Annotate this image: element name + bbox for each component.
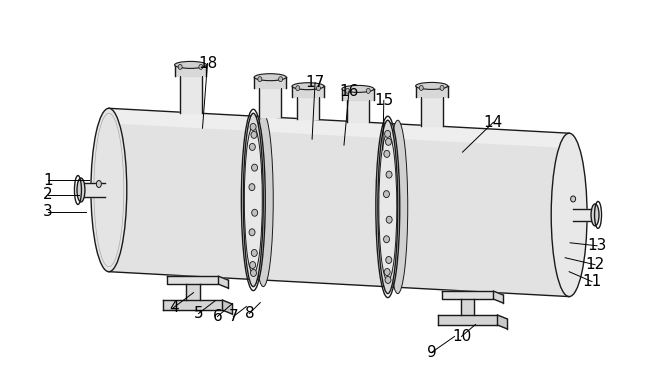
Ellipse shape: [366, 88, 370, 93]
Polygon shape: [222, 300, 233, 314]
Polygon shape: [416, 86, 448, 97]
Text: 2: 2: [43, 188, 53, 202]
Polygon shape: [347, 97, 369, 122]
Polygon shape: [442, 291, 493, 299]
Polygon shape: [175, 65, 206, 76]
Ellipse shape: [384, 236, 390, 243]
Ellipse shape: [245, 126, 262, 274]
Ellipse shape: [175, 62, 206, 68]
Ellipse shape: [279, 76, 283, 82]
Ellipse shape: [199, 64, 203, 69]
Ellipse shape: [251, 249, 257, 256]
Ellipse shape: [96, 180, 101, 188]
Ellipse shape: [250, 123, 256, 130]
Ellipse shape: [384, 268, 390, 276]
Text: 3: 3: [43, 204, 53, 219]
Text: 11: 11: [583, 274, 601, 289]
Ellipse shape: [249, 184, 255, 190]
Ellipse shape: [77, 178, 85, 202]
Text: 14: 14: [484, 115, 503, 130]
Polygon shape: [497, 315, 507, 329]
Polygon shape: [460, 299, 474, 315]
Polygon shape: [179, 73, 202, 113]
Polygon shape: [167, 276, 218, 284]
Text: 10: 10: [452, 329, 471, 344]
Ellipse shape: [249, 143, 255, 150]
Ellipse shape: [254, 74, 286, 81]
Ellipse shape: [386, 138, 392, 146]
Ellipse shape: [440, 86, 444, 90]
Text: 1: 1: [43, 172, 53, 188]
Polygon shape: [259, 85, 281, 117]
Polygon shape: [81, 183, 105, 196]
Polygon shape: [109, 123, 569, 297]
Ellipse shape: [91, 108, 127, 272]
Ellipse shape: [243, 113, 263, 286]
Text: 17: 17: [306, 75, 325, 90]
Ellipse shape: [258, 76, 262, 82]
Polygon shape: [493, 291, 503, 303]
Text: 7: 7: [228, 309, 238, 324]
Ellipse shape: [378, 120, 398, 294]
Ellipse shape: [379, 133, 396, 280]
Polygon shape: [297, 94, 319, 119]
Ellipse shape: [252, 209, 257, 216]
Polygon shape: [421, 94, 443, 126]
Ellipse shape: [251, 270, 257, 276]
Text: 6: 6: [212, 309, 222, 324]
Ellipse shape: [250, 262, 255, 268]
Polygon shape: [218, 276, 228, 288]
Ellipse shape: [345, 88, 349, 93]
Ellipse shape: [292, 83, 324, 90]
Text: 9: 9: [427, 345, 437, 360]
Ellipse shape: [384, 150, 390, 158]
Polygon shape: [292, 86, 324, 97]
Text: 18: 18: [198, 56, 217, 71]
Ellipse shape: [178, 64, 182, 69]
Ellipse shape: [386, 256, 392, 264]
Text: 12: 12: [585, 257, 605, 272]
Ellipse shape: [317, 86, 321, 91]
Ellipse shape: [384, 190, 389, 198]
Ellipse shape: [251, 131, 257, 138]
Ellipse shape: [416, 82, 448, 89]
Ellipse shape: [571, 196, 576, 202]
Polygon shape: [109, 108, 569, 297]
Ellipse shape: [342, 86, 374, 92]
Text: 15: 15: [374, 93, 393, 108]
Polygon shape: [185, 284, 200, 300]
Polygon shape: [573, 209, 595, 221]
Text: 16: 16: [339, 84, 359, 99]
Text: 5: 5: [194, 306, 204, 321]
Ellipse shape: [385, 276, 391, 284]
Ellipse shape: [253, 113, 274, 286]
Ellipse shape: [591, 204, 599, 226]
Ellipse shape: [249, 229, 255, 236]
Ellipse shape: [551, 133, 587, 297]
Ellipse shape: [386, 216, 392, 223]
Polygon shape: [437, 315, 497, 325]
Polygon shape: [254, 77, 286, 88]
Ellipse shape: [388, 120, 408, 294]
Polygon shape: [342, 89, 374, 100]
Ellipse shape: [384, 130, 390, 137]
Polygon shape: [163, 300, 222, 310]
Ellipse shape: [296, 86, 300, 91]
Ellipse shape: [386, 171, 392, 178]
Text: 13: 13: [587, 238, 607, 253]
Ellipse shape: [419, 86, 423, 90]
Text: 4: 4: [169, 300, 179, 315]
Text: 8: 8: [245, 306, 254, 321]
Ellipse shape: [251, 164, 257, 171]
